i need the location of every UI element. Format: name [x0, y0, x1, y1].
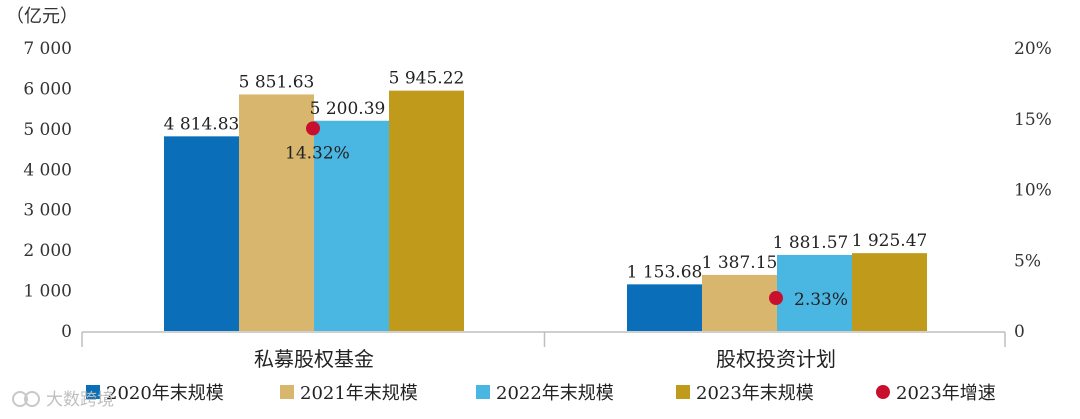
growth-value-label: 2.33%	[794, 290, 848, 310]
legend-swatch	[280, 385, 294, 399]
left-tick-label: 3 000	[23, 201, 72, 221]
bar	[627, 284, 702, 331]
bar	[702, 274, 777, 331]
legend-label: 2021年末规模	[300, 383, 418, 404]
bar	[164, 136, 239, 331]
watermark: 大数跨境	[12, 390, 114, 410]
legend-label: 2023年末规模	[696, 383, 814, 404]
left-tick-label: 5 000	[23, 120, 72, 140]
legend-swatch	[476, 385, 490, 399]
right-tick-label: 5%	[1014, 251, 1041, 271]
bar-value-label: 1 925.47	[852, 231, 928, 251]
category-label: 股权投资计划	[716, 347, 836, 371]
category-labels: 私募股权基金 股权投资计划	[254, 347, 836, 371]
bar-value-label: 5 851.63	[239, 72, 315, 92]
bar	[852, 253, 927, 331]
bar-labels: 4 814.83 1 153.68 5 851.63 1 387.15 5 200.39…	[164, 69, 928, 283]
bar-value-label: 4 814.83	[164, 114, 240, 134]
bar	[239, 94, 314, 331]
legend-swatch	[676, 385, 690, 399]
right-tick-label: 20%	[1014, 39, 1052, 59]
left-tick-label: 6 000	[23, 79, 72, 99]
bar-value-label: 5 945.22	[389, 69, 465, 89]
category-label: 私募股权基金	[254, 347, 374, 371]
bars	[164, 90, 927, 331]
growth-point	[306, 121, 320, 136]
x-axis-dividers	[81, 332, 1006, 347]
bar-value-label: 1 387.15	[702, 253, 778, 273]
left-axis-ticks: 0 1 000 2 000 3 000 4 000 5 000 6 000 7 000	[23, 39, 72, 342]
legend-label: 2023年增速	[896, 383, 996, 404]
right-tick-label: 0	[1014, 322, 1025, 342]
bar-value-label: 5 200.39	[310, 99, 386, 119]
legend-label: 2020年末规模	[106, 383, 224, 404]
bar-value-label: 1 881.57	[773, 233, 849, 253]
left-tick-label: 4 000	[23, 160, 72, 180]
left-tick-label: 1 000	[23, 282, 72, 302]
watermark-logo-icon	[12, 391, 28, 407]
left-tick-label: 7 000	[23, 39, 72, 59]
legend-swatch	[876, 385, 890, 399]
bar-value-label: 1 153.68	[627, 262, 703, 282]
left-tick-label: 2 000	[23, 241, 72, 261]
legend: 2020年末规模 2021年末规模 2022年末规模 2023年末规模 2023年增速	[86, 383, 996, 404]
left-tick-label: 0	[61, 322, 72, 342]
growth-point	[769, 291, 783, 306]
growth-points: 14.32% 2.33%	[285, 121, 848, 310]
watermark-logo-icon-2	[24, 391, 40, 407]
y-axis-unit-label: （亿元）	[6, 6, 78, 27]
legend-swatch	[86, 385, 100, 399]
watermark-text: 大数跨境	[46, 390, 114, 410]
right-tick-label: 10%	[1014, 181, 1052, 201]
legend-label: 2022年末规模	[496, 383, 614, 404]
right-axis-ticks: 0 5% 10% 15% 20%	[1014, 39, 1052, 342]
bar	[314, 120, 389, 331]
growth-value-label: 14.32%	[285, 143, 350, 163]
right-tick-label: 15%	[1014, 110, 1052, 130]
bar	[389, 90, 464, 331]
bar	[777, 254, 852, 331]
